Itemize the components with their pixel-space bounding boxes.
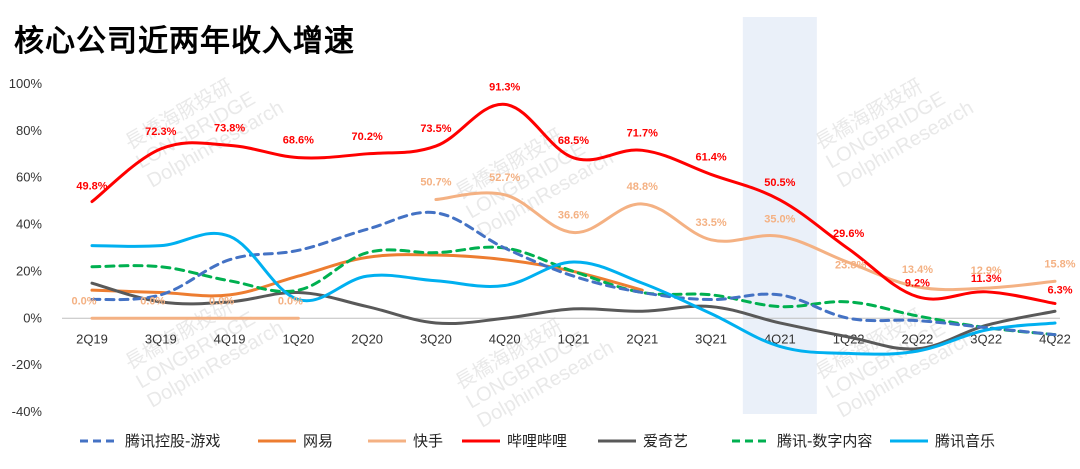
x-tick-label: 2Q19 (76, 331, 108, 346)
series-line (90, 102, 1057, 306)
data-label: 72.3% (145, 126, 176, 138)
x-tick-label: 3Q20 (420, 331, 452, 346)
data-label: 0.0% (278, 295, 303, 307)
legend-label: 快手 (413, 432, 443, 450)
data-label: 33.5% (695, 217, 726, 229)
y-tick-label: -40% (12, 404, 43, 419)
data-label: 0.0% (209, 295, 234, 307)
data-label: 0.0% (140, 295, 165, 307)
data-label: 35.0% (764, 213, 795, 225)
legend-label: 腾讯-数字内容 (777, 432, 872, 450)
data-label: 6.3% (1047, 285, 1072, 297)
data-label: 0.0% (71, 295, 96, 307)
x-tick-label: 4Q19 (214, 331, 246, 346)
data-label: 12.9% (971, 265, 1002, 277)
x-tick-label: 1Q21 (558, 331, 590, 346)
series-line (90, 210, 1057, 337)
data-label: 50.7% (420, 177, 451, 189)
x-tick-label: 3Q22 (970, 331, 1002, 346)
data-label: 68.6% (283, 135, 314, 147)
data-label: 73.5% (420, 123, 451, 135)
y-tick-label: -20% (12, 357, 43, 372)
data-label: 23.8% (835, 260, 866, 272)
legend-label: 哔哩哔哩 (507, 432, 567, 450)
data-label: 68.5% (558, 135, 589, 147)
y-tick-label: 20% (16, 263, 42, 278)
data-label: 73.8% (214, 122, 245, 134)
x-tick-label: 2Q20 (351, 331, 383, 346)
data-label: 91.3% (489, 81, 520, 93)
x-tick-label: 3Q19 (145, 331, 177, 346)
legend-label: 爱奇艺 (643, 432, 688, 450)
data-label: 15.8% (1044, 258, 1075, 270)
data-label: 49.8% (76, 181, 107, 193)
data-label: 71.7% (627, 127, 658, 139)
data-label: 11.3% (971, 273, 1002, 285)
series-line (90, 231, 1057, 356)
data-label: 29.6% (833, 228, 864, 240)
data-label: 61.4% (695, 151, 726, 163)
x-tick-label: 4Q20 (489, 331, 521, 346)
series-line (434, 191, 1057, 292)
x-tick-label: 2Q21 (626, 331, 658, 346)
data-label: 70.2% (352, 131, 383, 143)
y-tick-label: 40% (16, 217, 42, 232)
y-tick-label: 0% (23, 310, 42, 325)
chart-title: 核心公司近两年收入增速 (14, 24, 355, 59)
y-tick-label: 100% (9, 76, 43, 91)
data-label: 36.6% (558, 210, 589, 222)
data-label: 48.8% (627, 181, 658, 193)
x-tick-label: 2Q22 (902, 331, 934, 346)
data-label: 50.5% (764, 177, 795, 189)
legend-label: 腾讯音乐 (935, 432, 995, 450)
series-line (90, 245, 1057, 337)
data-label: 13.4% (902, 264, 933, 276)
legend-label: 网易 (303, 432, 333, 450)
series-line (90, 281, 1057, 351)
y-tick-label: 60% (16, 170, 42, 185)
x-tick-label: 1Q20 (282, 331, 314, 346)
data-label: 52.7% (489, 172, 520, 184)
y-tick-label: 80% (16, 123, 42, 138)
x-tick-label: 3Q21 (695, 331, 727, 346)
legend-label: 腾讯控股-游戏 (125, 432, 220, 450)
data-label: 9.2% (905, 278, 930, 290)
